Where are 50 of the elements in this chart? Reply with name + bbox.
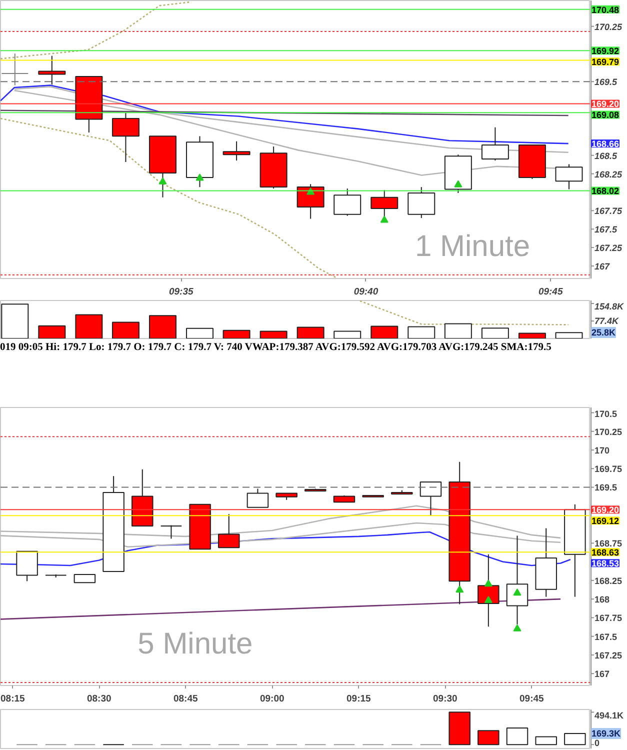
ref-line-label: 169.92 — [592, 46, 620, 56]
y-tick-label: 167.25 — [594, 650, 622, 660]
annotation: 169.3K — [592, 728, 622, 738]
x-tick-label: 09:00 — [260, 694, 284, 704]
y-tick-label: 169.75 — [594, 464, 622, 474]
y-tick-label: 168.25 — [594, 169, 624, 180]
y-tick-label: 167 — [594, 261, 611, 272]
y-tick-label: 168.5 — [594, 150, 618, 161]
y-tick-label: 0 — [594, 738, 600, 748]
x-tick-label: 08:30 — [86, 694, 112, 704]
text: 1 Minute — [414, 230, 530, 264]
y-tick-label: 168.75 — [594, 538, 622, 549]
y-tick-label: 170.5 — [594, 409, 618, 419]
x-tick-label: 09:45 — [538, 286, 564, 298]
y-tick-label: 170.25 — [594, 426, 622, 437]
ref-line-label: 169.12 — [592, 516, 620, 526]
y-tick-label: 154.8K — [594, 302, 626, 312]
x-tick-label: 09:30 — [433, 694, 458, 704]
x-tick-label: 08:45 — [173, 694, 198, 704]
x-tick-label: 09:40 — [354, 286, 379, 298]
y-tick-label: 170.25 — [594, 22, 624, 32]
y-tick-label: 167 — [594, 669, 610, 680]
ref-line-label: 169.79 — [592, 57, 620, 68]
y-tick-label: 167.75 — [594, 206, 624, 216]
y-tick-label: 170 — [594, 445, 610, 456]
y-tick-label: 77.4K — [594, 316, 620, 326]
y-tick-label: 168 — [594, 594, 610, 605]
ref-line-label: 169.20 — [592, 99, 620, 110]
text: 168.66 — [592, 139, 620, 150]
ref-line-label: 169.08 — [592, 110, 620, 120]
x-tick-label: 09:35 — [168, 286, 194, 298]
y-tick-label: 167.25 — [594, 243, 624, 254]
ref-line-label: 168.02 — [592, 186, 620, 196]
y-tick-label: 168.25 — [594, 576, 622, 586]
text: 019 09:05 Hi: 179.7 Lo: 179.7 O: 179.7 C: 179.7 V: 740 VWAP:179.387 AVG:179.592 AVG:179.703 AVG:179.245 SMA:179.5 — [0, 341, 552, 355]
y-tick-label: 169.5 — [594, 77, 618, 88]
y-tick-label: 167.5 — [594, 224, 618, 235]
annotation: 25.8K — [592, 328, 616, 338]
y-tick-label: 167.75 — [594, 613, 622, 624]
x-tick-label: 09:15 — [346, 694, 372, 704]
x-tick-label: 09:45 — [520, 694, 545, 704]
x-tick-label: 08:15 — [0, 694, 26, 704]
ref-line-label: 169.20 — [592, 505, 620, 516]
text: 168.53 — [592, 558, 620, 569]
text: 5 Minute — [138, 627, 253, 660]
y-tick-label: 169.5 — [594, 482, 618, 493]
ref-line-label: 168.63 — [592, 548, 620, 558]
y-tick-label: 167.5 — [594, 632, 618, 642]
ref-line-label: 170.48 — [592, 4, 620, 15]
y-tick-label: 494.1K — [594, 710, 624, 720]
